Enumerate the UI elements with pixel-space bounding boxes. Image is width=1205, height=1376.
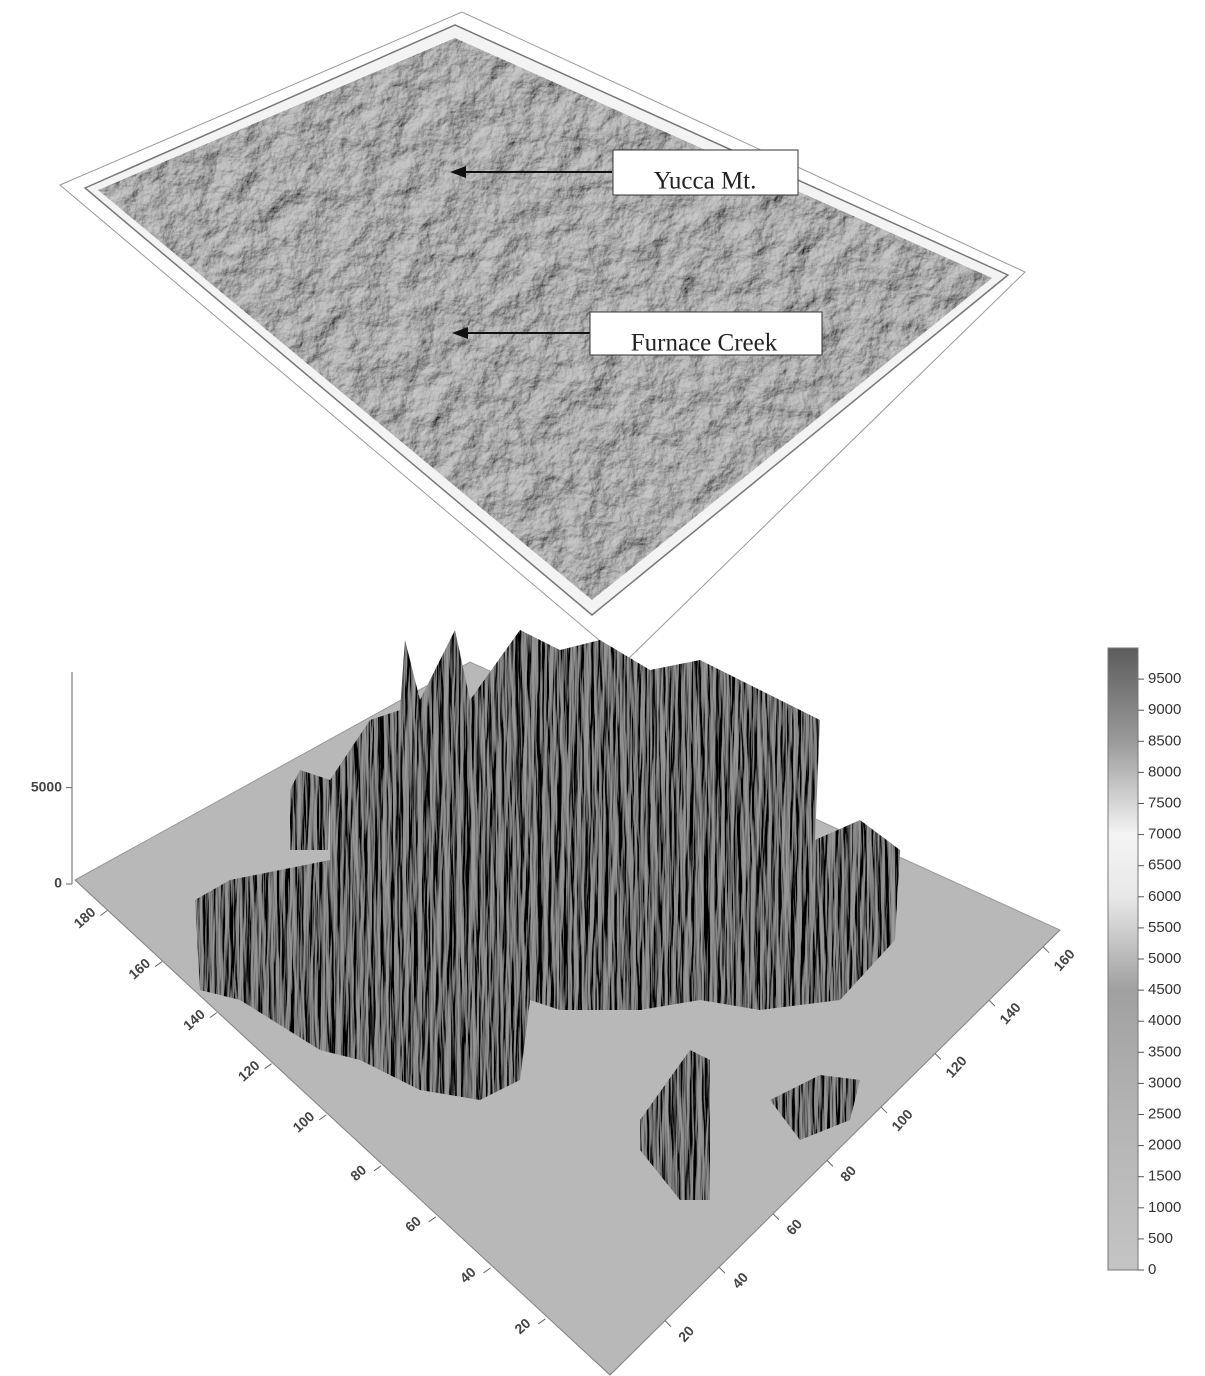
y-tick — [664, 1320, 672, 1327]
surface — [74, 630, 1061, 1376]
label: Yucca Mt. — [654, 168, 757, 195]
x-tick — [154, 961, 163, 967]
annotation-furnace: Furnace Creek — [452, 311, 823, 357]
x-tick — [100, 910, 108, 916]
colorbar-tick-label: 6500 — [1148, 857, 1181, 874]
x-tick — [483, 1267, 491, 1274]
axes — [71, 672, 1061, 1376]
colorbar-tick-label: 9000 — [1148, 701, 1181, 718]
y-tick-label: 80 — [837, 1162, 859, 1184]
colorbar-tick-label: 3000 — [1148, 1074, 1181, 1091]
colorbar-tick-label: 7000 — [1148, 826, 1181, 843]
colorbar-tick-label: 2500 — [1148, 1105, 1181, 1122]
x-tick — [537, 1318, 546, 1325]
x-tick-label: 40 — [457, 1264, 479, 1286]
z-tick-label: 5000 — [31, 778, 62, 794]
colorbar-tick-label: 9500 — [1148, 670, 1181, 687]
x-tick — [264, 1063, 272, 1070]
colorbar-tick-label: 4500 — [1148, 981, 1181, 998]
y-tick — [880, 1106, 888, 1114]
colorbar-tick-label: 8500 — [1148, 732, 1181, 749]
x-tick-label: 160 — [125, 955, 153, 983]
relief-map — [59, 11, 1026, 663]
x-tick-label: 20 — [511, 1315, 533, 1337]
y-tick — [772, 1213, 780, 1221]
x-tick-label: 80 — [347, 1162, 369, 1184]
y-tick — [826, 1159, 834, 1167]
colorbar-tick-label: 2000 — [1148, 1137, 1181, 1154]
x-tick-label: 120 — [235, 1057, 263, 1085]
colorbar-tick-label: 4000 — [1148, 1012, 1181, 1029]
x-tick — [319, 1114, 327, 1121]
y-tick-label: 140 — [996, 999, 1024, 1027]
x-tick-label: 140 — [180, 1006, 208, 1034]
y-tick-label: 60 — [783, 1216, 805, 1238]
colorbar-tick-label: 1500 — [1148, 1168, 1181, 1185]
x-tick-label: 100 — [289, 1108, 317, 1136]
y-tick — [718, 1266, 726, 1274]
annotation-yucca: Yucca Mt. — [450, 149, 799, 196]
colorbar — [1107, 647, 1139, 1271]
y-tick-label: 160 — [1050, 946, 1078, 974]
colorbar-tick-label: 0 — [1148, 1261, 1156, 1278]
colorbar-tick-label: 5000 — [1148, 950, 1181, 967]
y-tick-label: 40 — [729, 1269, 751, 1291]
y-tick-label: 120 — [942, 1052, 970, 1080]
colorbar-tick-label: 500 — [1148, 1230, 1173, 1247]
y-tick-label: 100 — [888, 1106, 916, 1134]
colorbar-tick-label: 8000 — [1148, 763, 1181, 780]
x-tick-label: 180 — [70, 904, 98, 932]
y-tick — [1042, 946, 1050, 954]
x-tick — [373, 1165, 382, 1172]
colorbar-tick-label: 1000 — [1148, 1199, 1181, 1216]
x-tick-label: 60 — [402, 1213, 424, 1235]
x-tick — [209, 1012, 218, 1019]
colorbar-tick-label: 3500 — [1148, 1043, 1181, 1060]
colorbar-tick-label: 7500 — [1148, 794, 1181, 811]
colorbar-tick-label: 5500 — [1148, 919, 1181, 936]
label: Furnace Creek — [631, 330, 778, 357]
y-tick — [988, 999, 996, 1007]
colorbar-tick-label: 6000 — [1148, 888, 1181, 905]
y-tick-label: 20 — [675, 1322, 697, 1344]
x-tick — [428, 1216, 437, 1223]
y-tick — [934, 1053, 942, 1060]
z-tick-label: 0 — [54, 875, 62, 891]
